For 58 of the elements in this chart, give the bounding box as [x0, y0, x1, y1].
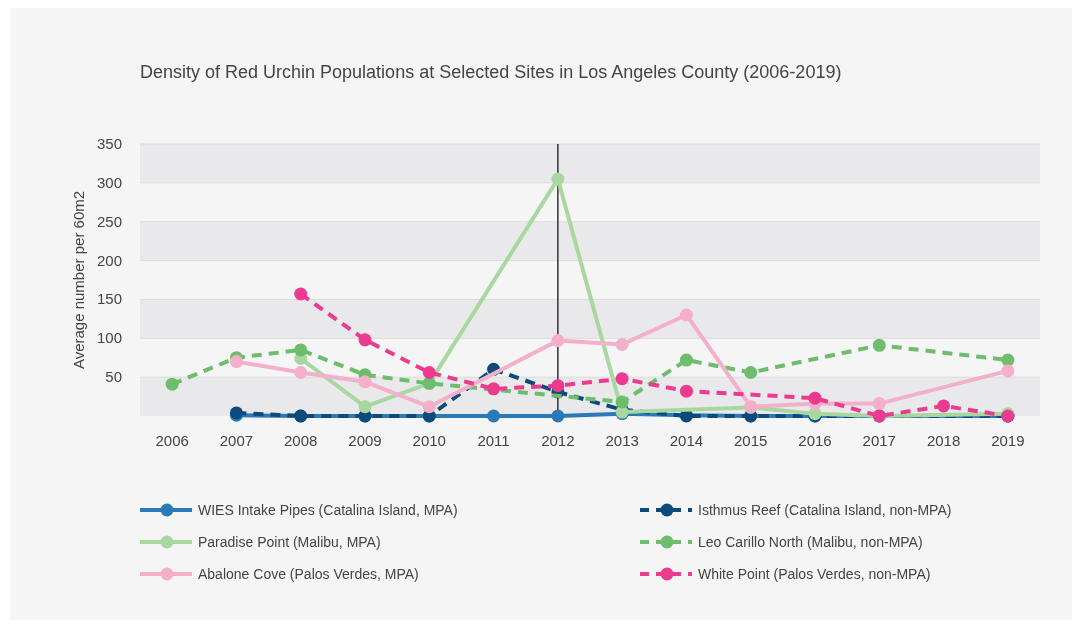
chart-title: Density of Red Urchin Populations at Selected Sites in Los Angeles County (2006-2019): [140, 62, 842, 82]
point: [744, 365, 758, 379]
point: [358, 400, 372, 414]
y-tick-label: 100: [96, 329, 122, 347]
point: [679, 384, 693, 398]
point: [358, 375, 372, 389]
x-tick-label: 2014: [669, 432, 704, 449]
y-tick-label: 200: [96, 251, 122, 269]
point: [808, 391, 822, 405]
legend-label: Abalone Cove (Palos Verdes, MPA): [198, 566, 419, 582]
x-tick-label: 2009: [348, 432, 382, 449]
point: [358, 333, 372, 347]
legend-label: Isthmus Reef (Catalina Island, non-MPA): [698, 502, 952, 518]
x-tick-label: 2017: [862, 432, 896, 449]
legend-label: Leo Carillo North (Malibu, non-MPA): [698, 534, 923, 550]
x-tick-label: 2006: [155, 432, 189, 449]
x-tick-label: 2019: [991, 432, 1025, 449]
point: [551, 379, 565, 393]
point: [872, 338, 886, 352]
x-tick-label: 2011: [477, 432, 510, 449]
y-tick-label: 300: [96, 173, 122, 191]
point: [679, 353, 693, 367]
point: [487, 382, 501, 396]
point: [872, 397, 886, 411]
x-tick-label: 2015: [734, 432, 768, 449]
point: [294, 365, 308, 379]
x-tick-label: 2016: [798, 432, 832, 449]
point: [294, 287, 308, 301]
point: [1001, 364, 1015, 378]
point: [551, 409, 565, 423]
x-tick-label: 2008: [284, 432, 318, 449]
point: [615, 338, 629, 351]
y-tick-label: 350: [96, 135, 122, 152]
x-tick-label: 2007: [219, 432, 254, 449]
x-tick-label: 2010: [412, 432, 446, 449]
point: [487, 409, 501, 423]
point: [165, 377, 179, 391]
point: [422, 400, 436, 414]
point: [937, 399, 951, 413]
point: [229, 355, 243, 369]
point: [422, 365, 436, 379]
y-axis-title: Average number per 60m2: [70, 190, 87, 370]
y-tick-label: 150: [96, 290, 122, 308]
point: [551, 172, 565, 186]
point: [615, 395, 629, 409]
legend-label: Paradise Point (Malibu, MPA): [198, 534, 381, 550]
y-tick-label: 50: [105, 368, 122, 386]
point: [1001, 353, 1015, 367]
point: [679, 308, 693, 322]
legend-label: WIES Intake Pipes (Catalina Island, MPA): [198, 502, 458, 518]
point: [551, 334, 565, 348]
x-tick-label: 2018: [926, 432, 961, 449]
legend-label: White Point (Palos Verdes, non-MPA): [698, 566, 931, 582]
x-tick-label: 2013: [605, 432, 639, 449]
x-tick-label: 2012: [541, 432, 575, 449]
point: [615, 372, 629, 386]
point: [294, 343, 308, 357]
y-tick-label: 250: [96, 212, 122, 230]
